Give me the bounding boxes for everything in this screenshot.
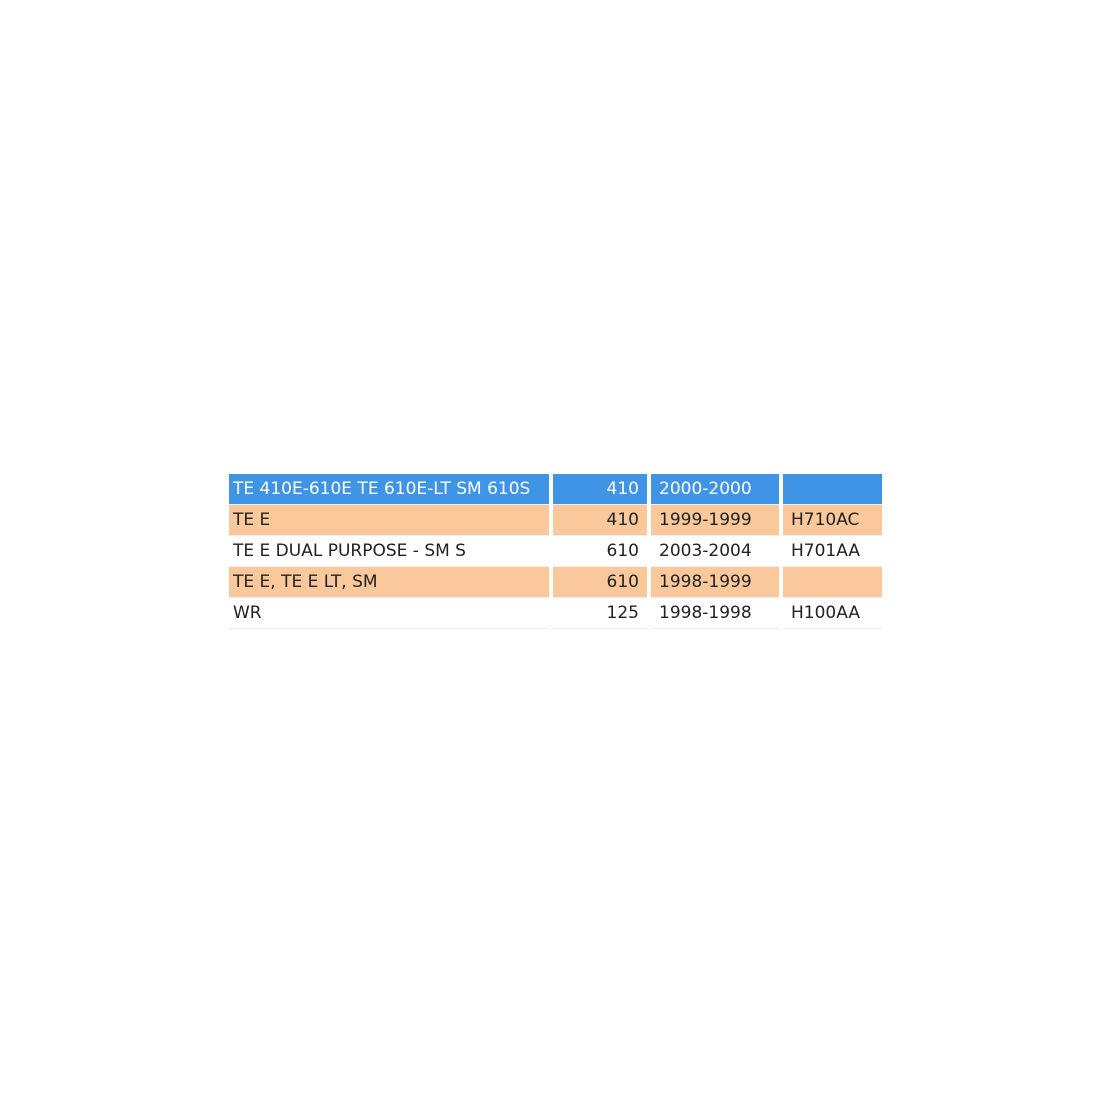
cell-years: 1998-1998 bbox=[651, 598, 779, 629]
cell-code: H710AC bbox=[783, 505, 882, 536]
table-row[interactable]: TE 410E-610E TE 610E-LT SM 610S 410 2000-2… bbox=[229, 474, 882, 505]
table-row[interactable]: TE E 410 1999-1999 H710AC bbox=[229, 505, 882, 536]
table-row[interactable]: TE E DUAL PURPOSE - SM S 610 2003-2004 H701… bbox=[229, 536, 882, 567]
cell-model: TE E bbox=[229, 505, 549, 536]
cell-years: 2003-2004 bbox=[651, 536, 779, 567]
cell-cc: 125 bbox=[553, 598, 647, 629]
cell-model: TE E, TE E LT, SM bbox=[229, 567, 549, 598]
cell-model: TE 410E-610E TE 610E-LT SM 610S bbox=[229, 474, 549, 505]
cell-code bbox=[783, 474, 882, 505]
cell-cc: 410 bbox=[553, 505, 647, 536]
table-row[interactable]: WR 125 1998-1998 H100AA bbox=[229, 598, 882, 629]
cell-model: WR bbox=[229, 598, 549, 629]
cell-cc: 410 bbox=[553, 474, 647, 505]
cell-code: H701AA bbox=[783, 536, 882, 567]
table-row[interactable]: TE E, TE E LT, SM 610 1998-1999 bbox=[229, 567, 882, 598]
cell-code: H100AA bbox=[783, 598, 882, 629]
cell-model: TE E DUAL PURPOSE - SM S bbox=[229, 536, 549, 567]
cell-cc: 610 bbox=[553, 536, 647, 567]
cell-cc: 610 bbox=[553, 567, 647, 598]
cell-years: 1999-1999 bbox=[651, 505, 779, 536]
compatibility-table: TE 410E-610E TE 610E-LT SM 610S 410 2000-2… bbox=[225, 474, 886, 629]
cell-years: 1998-1999 bbox=[651, 567, 779, 598]
cell-code bbox=[783, 567, 882, 598]
cell-years: 2000-2000 bbox=[651, 474, 779, 505]
